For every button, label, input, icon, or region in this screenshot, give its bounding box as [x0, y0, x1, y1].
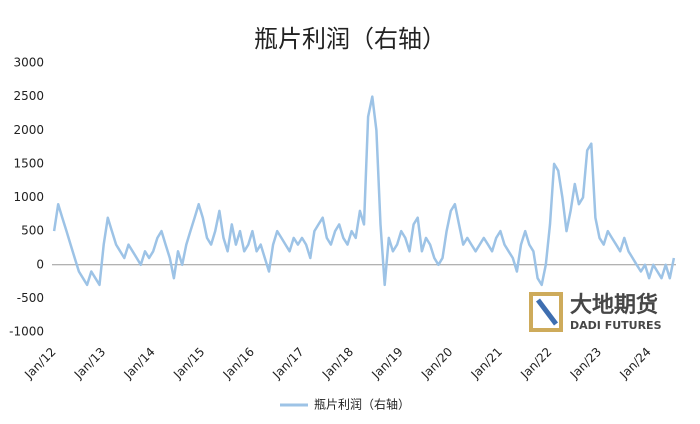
y-tick-label: 3000	[13, 56, 44, 70]
x-tick-label: Jan/21	[468, 345, 505, 382]
x-tick-label: Jan/18	[319, 345, 356, 382]
y-tick-label: 2500	[13, 89, 44, 103]
x-tick-label: Jan/12	[21, 345, 58, 382]
y-tick-label: -1000	[9, 325, 44, 339]
x-tick-label: Jan/22	[517, 345, 554, 382]
logo-name: 大地期货	[570, 292, 658, 318]
x-tick-label: Jan/17	[269, 345, 306, 382]
legend-label: 瓶片利润（右轴）	[314, 397, 410, 412]
data-line	[52, 95, 676, 287]
y-tick-label: 500	[21, 224, 44, 238]
y-tick-label: 2000	[13, 123, 44, 137]
x-tick-label: Jan/24	[616, 345, 653, 382]
logo-mark	[536, 298, 558, 326]
x-tick-label: Jan/20	[418, 345, 455, 382]
y-tick-label: -500	[17, 291, 44, 305]
logo: 大地期货 DADI FUTURES	[529, 292, 662, 332]
x-tick-label: Jan/15	[170, 345, 207, 382]
chart-title: 瓶片利润（右轴）	[254, 25, 446, 53]
x-tick-label: Jan/13	[71, 345, 108, 382]
x-tick-label: Jan/16	[220, 345, 257, 382]
logo-subtitle: DADI FUTURES	[570, 319, 662, 332]
y-tick-label: 1000	[13, 190, 44, 204]
x-tick-label: Jan/19	[368, 345, 405, 382]
y-tick-label: 0	[36, 257, 44, 271]
y-tick-label: 1500	[13, 156, 44, 170]
x-tick-label: Jan/23	[567, 345, 604, 382]
logo-mark	[529, 292, 563, 332]
x-tick-label: Jan/14	[120, 345, 157, 382]
